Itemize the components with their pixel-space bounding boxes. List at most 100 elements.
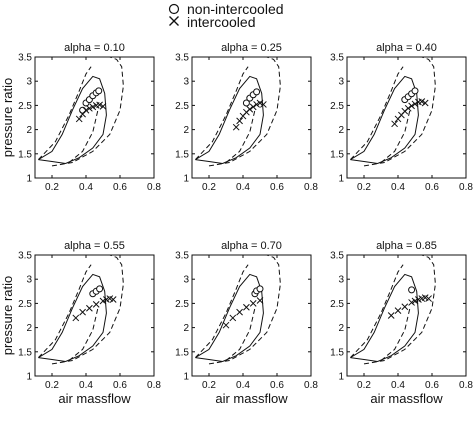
dashed-envelope-curve: [363, 254, 436, 365]
y-tick-label: 1.5: [18, 149, 32, 160]
y-tick-label: 2: [183, 125, 189, 136]
panel-3: alpha = 0.40 0.2 0.4 0.6 0.8 1 1.5 2 2.5 3 3.5: [330, 42, 473, 193]
cross-stroke: [421, 99, 429, 107]
y-tick-label: 3.5: [18, 53, 32, 64]
intercooled-point: [232, 123, 240, 131]
plot-frame: [191, 254, 312, 377]
cross-stroke: [404, 104, 412, 112]
intercooled-point: [246, 105, 254, 113]
y-tick-label: 2.5: [18, 299, 32, 310]
dashed-envelope-curve: [363, 56, 436, 167]
panel-2: alpha = 0.25 0.2 0.4 0.6 0.8 1 1.5 2 2.5 3 3.5: [175, 42, 318, 193]
y-tick-label: 2.5: [330, 299, 344, 310]
y-tick-label: 3.5: [175, 53, 189, 64]
dashed-envelope-curve: [68, 110, 99, 163]
y-tick-label: 1.5: [175, 347, 189, 358]
y-tick-label: 1.5: [330, 149, 344, 160]
intercooled-point: [408, 102, 415, 110]
intercooled-point: [86, 304, 93, 312]
cross-stroke: [92, 301, 100, 308]
cross-stroke: [394, 307, 402, 315]
panel-grid: alpha = 0.10 0.2 0.4 0.6 0.8 1 1.5 2 2.5 3 3.5 pres…: [0, 42, 473, 406]
intercooled-point: [243, 303, 250, 311]
y-tick-label: 1.5: [175, 149, 189, 160]
cross-stroke: [222, 321, 230, 329]
y-tick-label: 1: [26, 372, 32, 383]
dashed-envelope-curve: [68, 308, 99, 361]
x-tick-label: 0.2: [45, 380, 59, 391]
cross-stroke: [86, 304, 93, 312]
y-tick-label: 2: [26, 125, 32, 136]
y-tick-label: 1: [338, 174, 344, 185]
x-tick-label: 0.4: [236, 380, 250, 391]
plot-frame: [346, 56, 467, 179]
solid-envelope-curve: [350, 75, 419, 165]
x-tick-label: 0.8: [147, 380, 161, 391]
panel-4: alpha = 0.55 0.2 0.4 0.6 0.8 1 1.5 2 2.5 3 3.5 air …: [0, 240, 161, 406]
panel-title: alpha = 0.10: [64, 42, 125, 54]
intercooled-point: [394, 307, 402, 315]
cross-stroke: [387, 312, 395, 319]
plot-frame: [34, 56, 155, 179]
intercooled-point: [86, 104, 93, 112]
dashed-envelope-curve: [350, 66, 404, 160]
intercooled-point: [222, 321, 230, 329]
x-tick-label: 0.8: [459, 182, 473, 193]
y-tick-label: 3.5: [330, 251, 344, 262]
x-axis-label: air massflow: [370, 391, 443, 406]
x-tick-label: 0.6: [425, 182, 439, 193]
legend-label-non-intercooled: non-intercooled: [187, 1, 284, 17]
cross-stroke: [99, 103, 107, 110]
legend: non-intercooled intercooled: [168, 1, 284, 30]
plot-frame: [34, 254, 155, 377]
cross-stroke: [86, 104, 93, 112]
panel-1: alpha = 0.10 0.2 0.4 0.6 0.8 1 1.5 2 2.5 3 3.5 pres…: [0, 42, 161, 193]
non-intercooled-point: [253, 88, 261, 96]
cross-stroke: [96, 101, 103, 109]
solid-envelope-curve: [350, 273, 419, 363]
cross-stroke: [229, 314, 237, 322]
cross-stroke: [401, 303, 409, 311]
solid-envelope-curve: [195, 75, 264, 165]
intercooled-point: [411, 297, 419, 305]
non-intercooled-point: [242, 99, 250, 107]
x-tick-label: 0.4: [391, 182, 405, 193]
cross-stroke: [411, 100, 419, 108]
dashed-envelope-curve: [195, 264, 249, 358]
y-tick-label: 2: [183, 323, 189, 334]
x-tick-label: 0.4: [79, 182, 93, 193]
x-tick-label: 0.8: [459, 380, 473, 391]
y-tick-label: 3: [183, 77, 189, 88]
cross-stroke: [89, 103, 97, 111]
non-intercooled-point: [95, 87, 103, 95]
panel-5: alpha = 0.70 0.2 0.4 0.6 0.8 1 1.5 2 2.5 3 3.5 air …: [175, 240, 318, 406]
intercooled-point: [411, 100, 419, 108]
cross-stroke: [391, 120, 398, 128]
x-tick-label: 0.6: [113, 182, 127, 193]
y-tick-label: 3: [183, 275, 189, 286]
y-tick-label: 1: [183, 372, 189, 383]
cross-stroke: [249, 300, 257, 307]
intercooled-point: [249, 103, 257, 111]
intercooled-point: [82, 106, 90, 114]
legend-circle-marker: [168, 3, 180, 15]
dashed-envelope-curve: [208, 254, 281, 365]
dashed-envelope-curve: [195, 66, 249, 160]
cross-stroke: [75, 115, 83, 123]
cross-stroke: [408, 299, 415, 306]
intercooled-point: [96, 101, 103, 109]
y-tick-label: 3: [26, 77, 32, 88]
plot-frame: [191, 56, 312, 179]
intercooled-point: [425, 295, 432, 302]
x-axis-label: air massflow: [215, 391, 288, 406]
y-tick-label: 2.5: [175, 101, 189, 112]
intercooled-point: [404, 104, 412, 112]
solid-envelope-curve: [38, 273, 107, 363]
intercooled-point: [75, 115, 83, 123]
cross-stroke: [236, 308, 243, 316]
legend-cross-marker: [169, 16, 179, 26]
intercooled-point: [408, 299, 415, 306]
x-tick-label: 0.4: [391, 380, 405, 391]
y-tick-label: 3: [26, 275, 32, 286]
intercooled-point: [253, 101, 260, 108]
